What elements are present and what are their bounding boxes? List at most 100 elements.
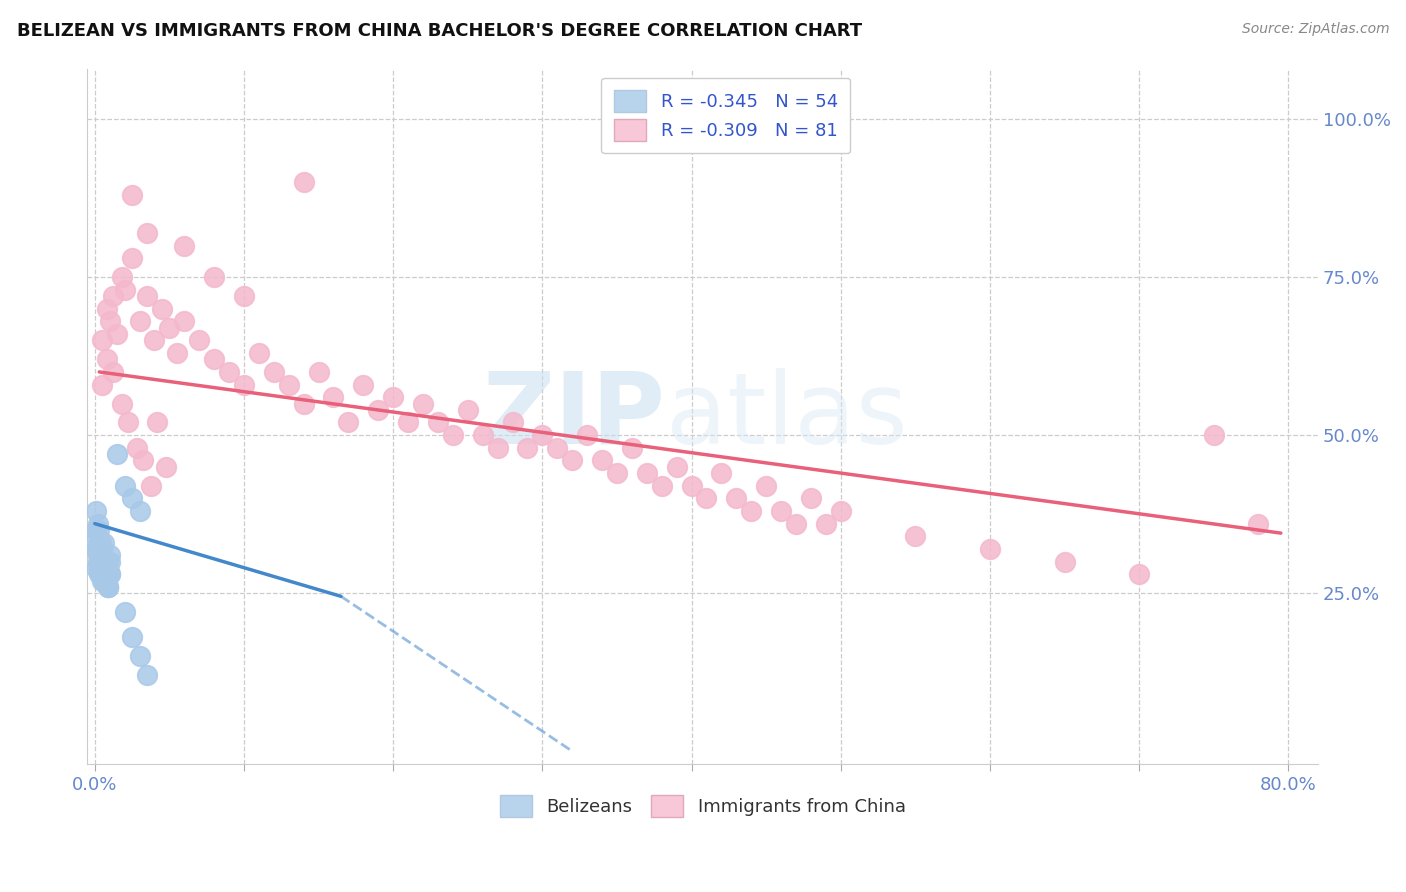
Point xyxy=(636,466,658,480)
Point xyxy=(352,377,374,392)
Point xyxy=(531,428,554,442)
Point xyxy=(202,352,225,367)
Point xyxy=(94,555,117,569)
Text: ZIP: ZIP xyxy=(482,368,666,465)
Point xyxy=(770,504,793,518)
Point xyxy=(337,416,360,430)
Point xyxy=(84,561,107,575)
Point xyxy=(89,523,111,537)
Point xyxy=(904,529,927,543)
Point xyxy=(90,555,112,569)
Point xyxy=(98,567,121,582)
Point xyxy=(98,548,121,562)
Point xyxy=(117,416,139,430)
Point xyxy=(979,541,1001,556)
Point xyxy=(91,548,114,562)
Point xyxy=(396,416,419,430)
Point xyxy=(89,555,111,569)
Point xyxy=(114,605,136,619)
Point xyxy=(218,365,240,379)
Point xyxy=(651,479,673,493)
Point xyxy=(150,301,173,316)
Point xyxy=(426,416,449,430)
Point xyxy=(91,334,114,348)
Point xyxy=(471,428,494,442)
Point xyxy=(96,352,118,367)
Point xyxy=(830,504,852,518)
Point xyxy=(233,289,256,303)
Point xyxy=(101,289,124,303)
Point xyxy=(157,320,180,334)
Point xyxy=(96,567,118,582)
Point xyxy=(125,441,148,455)
Point xyxy=(89,535,111,549)
Text: Source: ZipAtlas.com: Source: ZipAtlas.com xyxy=(1241,22,1389,37)
Legend: Belizeans, Immigrants from China: Belizeans, Immigrants from China xyxy=(492,788,912,824)
Point xyxy=(114,283,136,297)
Point xyxy=(166,346,188,360)
Point xyxy=(105,447,128,461)
Point xyxy=(96,555,118,569)
Point xyxy=(725,491,748,506)
Point xyxy=(94,567,117,582)
Point xyxy=(576,428,599,442)
Point xyxy=(606,466,628,480)
Point xyxy=(91,561,114,575)
Point xyxy=(94,555,117,569)
Point xyxy=(516,441,538,455)
Point xyxy=(502,416,524,430)
Point xyxy=(84,523,107,537)
Point xyxy=(188,334,211,348)
Point xyxy=(97,580,120,594)
Point xyxy=(121,491,143,506)
Text: BELIZEAN VS IMMIGRANTS FROM CHINA BACHELOR'S DEGREE CORRELATION CHART: BELIZEAN VS IMMIGRANTS FROM CHINA BACHEL… xyxy=(17,22,862,40)
Point xyxy=(121,631,143,645)
Point xyxy=(457,402,479,417)
Point xyxy=(98,567,121,582)
Point xyxy=(814,516,837,531)
Point xyxy=(87,555,110,569)
Point xyxy=(755,479,778,493)
Point xyxy=(546,441,568,455)
Point xyxy=(101,365,124,379)
Point xyxy=(441,428,464,442)
Point xyxy=(155,459,177,474)
Point xyxy=(1202,428,1225,442)
Point xyxy=(800,491,823,506)
Point xyxy=(91,541,114,556)
Point xyxy=(1053,555,1076,569)
Point xyxy=(591,453,613,467)
Point xyxy=(292,175,315,189)
Point xyxy=(382,390,405,404)
Point xyxy=(308,365,330,379)
Point xyxy=(90,555,112,569)
Point xyxy=(87,516,110,531)
Point xyxy=(114,479,136,493)
Point xyxy=(173,314,195,328)
Point xyxy=(91,377,114,392)
Point xyxy=(97,580,120,594)
Point xyxy=(263,365,285,379)
Point xyxy=(90,535,112,549)
Point xyxy=(89,561,111,575)
Point xyxy=(143,334,166,348)
Point xyxy=(367,402,389,417)
Point xyxy=(136,668,159,682)
Point xyxy=(97,561,120,575)
Point xyxy=(695,491,717,506)
Point xyxy=(665,459,688,474)
Point xyxy=(173,238,195,252)
Point xyxy=(93,567,115,582)
Point xyxy=(681,479,703,493)
Point xyxy=(1128,567,1150,582)
Point xyxy=(94,574,117,588)
Point xyxy=(247,346,270,360)
Point xyxy=(620,441,643,455)
Point xyxy=(146,416,169,430)
Point xyxy=(785,516,807,531)
Point xyxy=(486,441,509,455)
Point xyxy=(96,555,118,569)
Point xyxy=(89,567,111,582)
Point xyxy=(412,396,434,410)
Point xyxy=(87,541,110,556)
